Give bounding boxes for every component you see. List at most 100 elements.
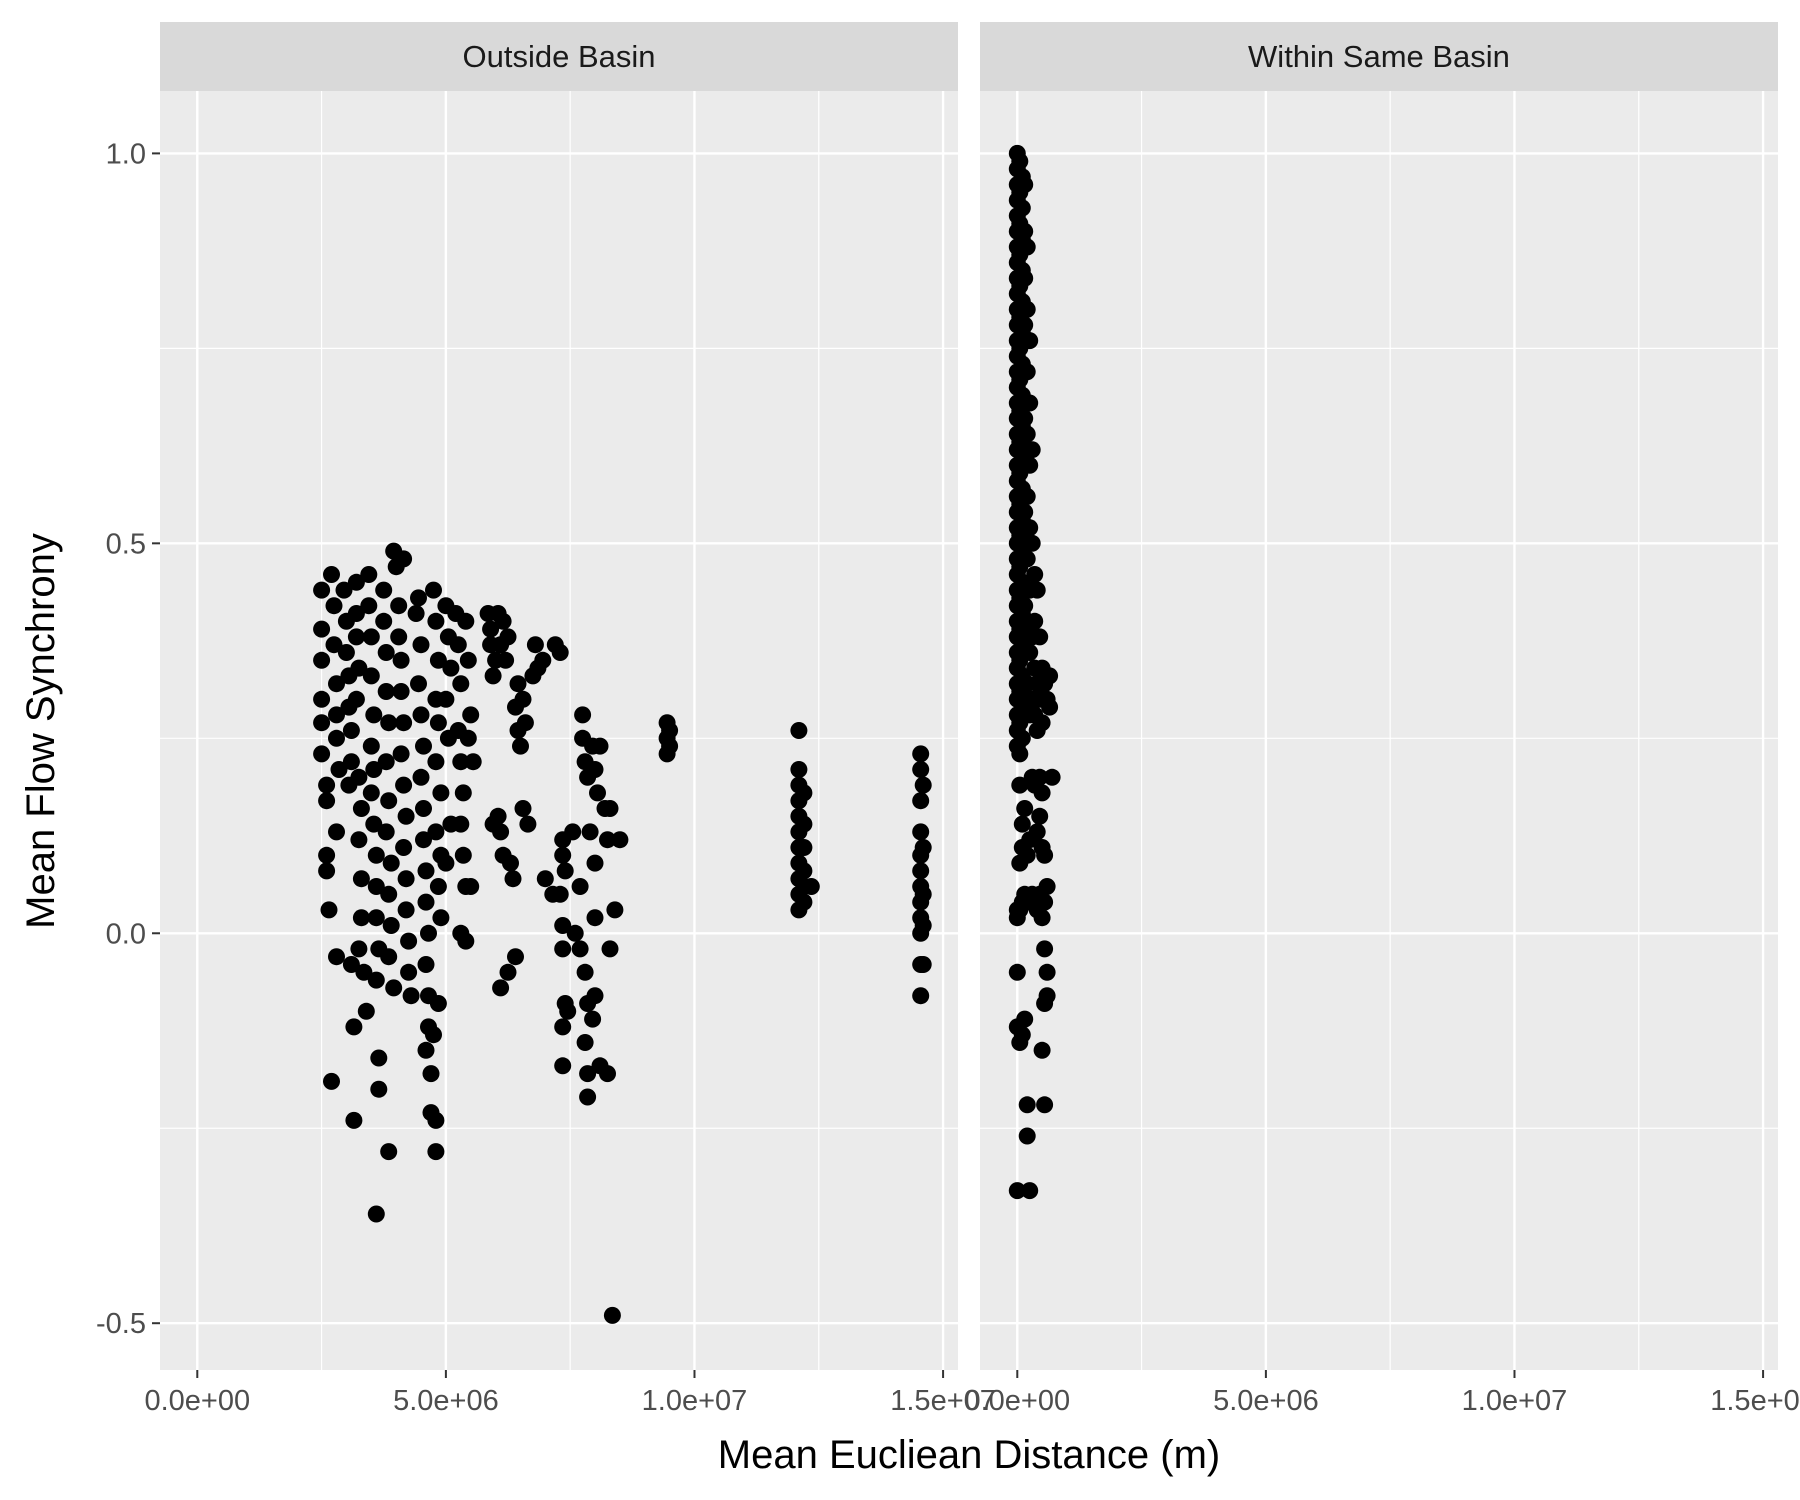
data-point [367,1205,385,1223]
data-point [417,862,435,880]
data-point [407,605,425,622]
data-point [397,807,415,825]
data-point [559,1002,577,1020]
data-point [1033,909,1051,927]
data-point [914,776,932,794]
data-point [412,706,430,724]
data-point [1036,940,1054,958]
points-within-same-basin [1008,144,1061,1200]
data-point [1038,987,1056,1005]
data-point [362,784,380,802]
data-point [328,706,345,724]
data-point [425,1026,442,1044]
data-point [914,956,932,973]
data-point [556,862,574,880]
data-point [425,581,442,599]
data-point [507,948,524,966]
data-point [576,963,594,981]
data-point [313,690,331,708]
data-point [457,932,475,950]
data-point [1011,152,1029,170]
data-point [554,1018,572,1036]
data-point [586,987,604,1005]
x-tick-label: 1.0e+07 [1462,1385,1568,1417]
data-point [357,1002,375,1020]
data-point [581,823,599,841]
data-point [347,690,365,708]
data-point [512,737,529,755]
data-point [318,792,336,810]
data-point [601,940,619,958]
data-point [571,940,589,958]
x-axis-outside-basin: 0.0e+00 5.0e+06 1.0e+07 1.5e+07 [144,1370,996,1417]
data-point [347,628,365,646]
data-point [1038,963,1056,981]
data-point [1016,800,1034,817]
data-point [342,956,360,973]
data-point [318,776,336,794]
data-point [1016,222,1034,240]
data-point [1026,612,1044,630]
data-point [494,612,512,630]
data-point [412,768,430,786]
data-point [1013,815,1031,833]
data-point [370,1080,388,1098]
data-point [342,753,360,771]
data-point [459,651,477,669]
data-point [576,1034,594,1051]
data-point [1021,644,1039,661]
data-point [579,1065,597,1083]
data-point [392,683,410,700]
data-point [380,948,398,966]
data-point [400,963,418,981]
data-point [462,706,480,724]
data-point [516,714,534,732]
plot-area-within-same-basin [980,91,1778,1370]
data-point [1043,768,1061,786]
x-tick-label: 1.5e+07 [1710,1385,1800,1417]
data-point [579,1088,597,1106]
data-point [912,745,930,763]
data-point [554,1057,572,1075]
data-point [347,605,365,622]
data-point [345,1111,363,1129]
data-point [601,800,619,817]
data-point [367,846,385,864]
data-point [345,1018,363,1036]
strip-outside-basin [160,22,958,91]
data-point [352,909,370,927]
data-point [454,846,472,864]
data-point [415,800,432,817]
data-point [375,581,393,599]
data-point [914,839,932,856]
data-point [392,745,410,763]
data-point [591,737,609,755]
data-point [1011,745,1029,763]
data-point [1016,176,1034,194]
data-point [1033,784,1051,802]
data-point [914,917,932,934]
data-point [586,854,604,872]
data-point [1013,729,1031,747]
data-point [429,714,447,732]
data-point [554,940,572,958]
data-point [1031,807,1049,825]
data-point [802,878,820,895]
data-point [362,667,380,685]
data-point [367,909,385,927]
data-point [412,636,430,654]
data-point [661,722,679,739]
data-point [1033,714,1051,732]
data-point [589,784,606,802]
data-point [380,1143,398,1161]
strip-label-within-same-basin: Within Same Basin [1248,39,1510,74]
y-tick-label: 1.0 [106,138,146,170]
data-point [502,854,519,872]
data-point [382,917,400,934]
data-point [330,761,348,778]
data-point [352,870,370,888]
x-tick-label: 5.0e+06 [1213,1385,1319,1417]
data-point [912,987,930,1005]
data-point [1036,893,1054,911]
data-point [335,581,353,599]
